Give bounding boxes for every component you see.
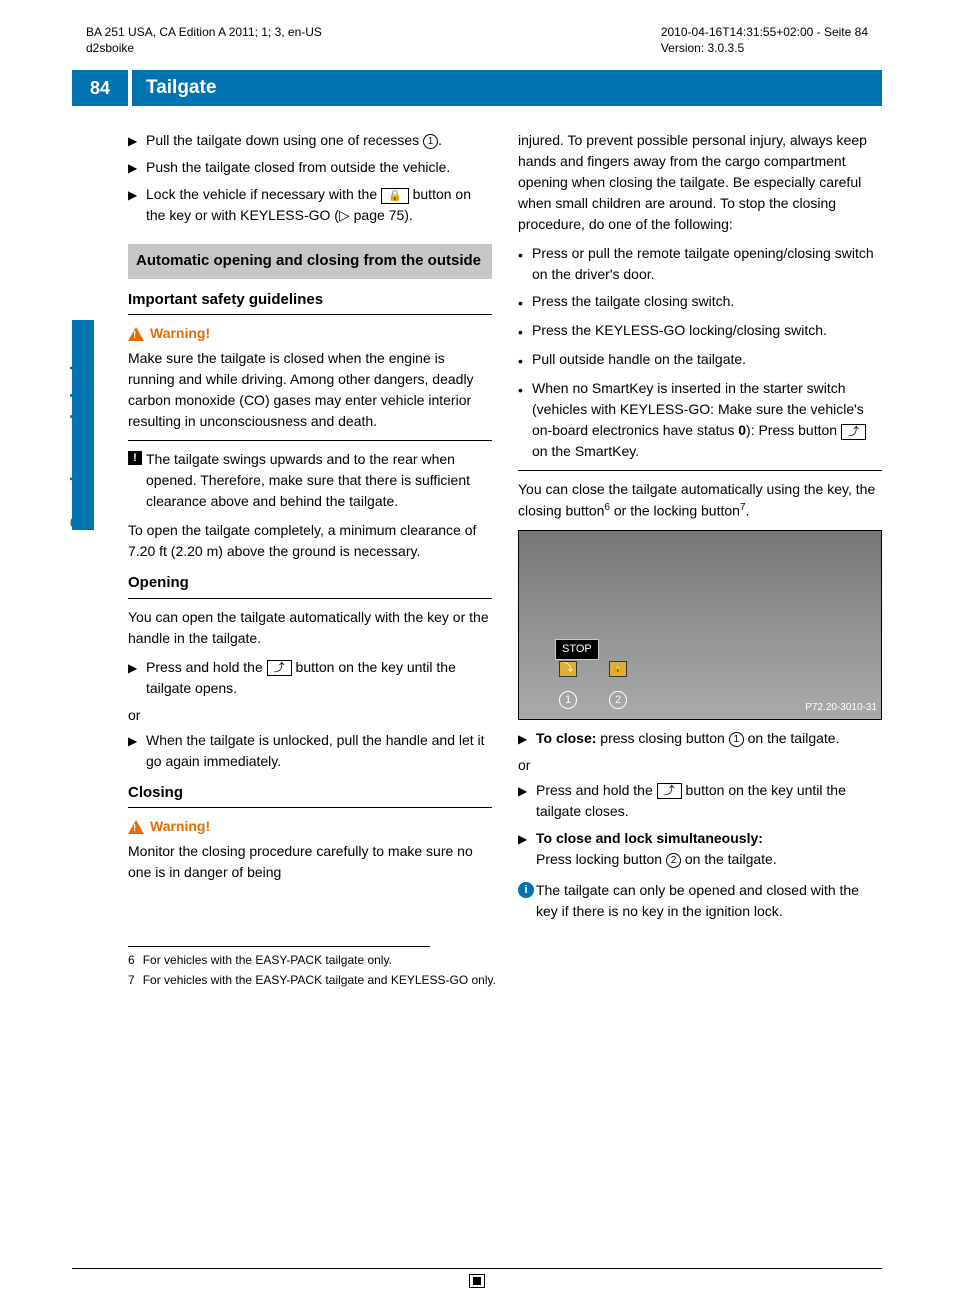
figure-callout-1: 1 [559,691,577,709]
sub-heading: Opening [128,572,492,599]
triangle-bullet-icon: ▶ [128,184,146,226]
page-mark-icon [469,1274,485,1288]
footnote-text: For vehicles with the EASY-PACK tailgate… [143,951,392,969]
exclamation-note: ! The tailgate swings upwards and to the… [128,449,492,512]
triangle-bullet-icon: ▶ [128,130,146,151]
paragraph: You can open the tailgate automatically … [128,607,492,649]
section-heading: Automatic opening and closing from the o… [128,244,492,279]
paragraph: injured. To prevent possible personal in… [518,130,882,235]
figure-callout-2: 2 [609,691,627,709]
warning-text: Make sure the tailgate is closed when th… [128,348,492,432]
list-item: ▶ To close: press closing button 1 on th… [518,728,882,749]
list-item: ▶ Pull the tailgate down using one of re… [128,130,492,151]
triangle-bullet-icon: ▶ [128,657,146,699]
warning-text: Monitor the closing procedure carefully … [128,841,492,883]
tailgate-figure: STOP ⤵ 🔒 1 2 P72.20-3010-31 [518,530,882,720]
list-item: ▶ Push the tailgate closed from outside … [128,157,492,178]
list-item: •Press the KEYLESS-GO locking/closing sw… [518,320,882,343]
footnote-num: 7 [128,971,135,989]
tailgate-icon: ⤴ [841,424,866,440]
dot-bullet-icon: • [518,243,532,285]
meta-right-1: 2010-04-16T14:31:55+02:00 - Seite 84 [661,24,868,40]
callout-2-icon: 2 [666,853,681,868]
or-text: or [518,755,882,776]
doc-meta: BA 251 USA, CA Edition A 2011; 1; 3, en-… [0,0,954,70]
warning-label: Warning! [150,323,210,344]
callout-1-icon: 1 [423,134,438,149]
list-item: •When no SmartKey is inserted in the sta… [518,378,882,462]
list-item: ▶ Press and hold the ⤴ button on the key… [518,780,882,822]
dot-bullet-icon: • [518,378,532,462]
warning-label: Warning! [150,816,210,837]
paragraph: To open the tailgate completely, a minim… [128,520,492,562]
page-title: Tailgate [132,70,882,106]
divider [518,470,882,471]
footnotes: 6 For vehicles with the EASY-PACK tailgat… [0,938,954,989]
footnote-text: For vehicles with the EASY-PACK tailgate… [143,971,496,989]
lock-icon: 🔒 [381,188,409,204]
list-item: •Pull outside handle on the tailgate. [518,349,882,372]
triangle-bullet-icon: ▶ [518,828,536,870]
figure-ref: P72.20-3010-31 [805,700,877,715]
callout-1-icon: 1 [729,732,744,747]
figure-button-1: ⤵ [559,661,577,677]
footnote-num: 6 [128,951,135,969]
page-number: 84 [72,70,128,106]
side-label: Opening and closing [65,320,94,530]
warning-triangle-icon [128,327,144,341]
info-note: i The tailgate can only be opened and cl… [518,880,882,922]
triangle-bullet-icon: ▶ [128,157,146,178]
left-column: ▶ Pull the tailgate down using one of re… [128,130,492,930]
tailgate-icon: ⤴ [657,783,682,799]
meta-left-2: d2sboike [86,40,322,56]
dot-bullet-icon: • [518,291,532,314]
tailgate-icon: ⤴ [267,660,292,676]
warning-header: Warning! [128,816,492,837]
dot-bullet-icon: • [518,320,532,343]
list-item: •Press the tailgate closing switch. [518,291,882,314]
or-text: or [128,705,492,726]
list-item: ▶ To close and lock simultaneously:Press… [518,828,882,870]
list-item: ▶ Lock the vehicle if necessary with the… [128,184,492,226]
page-edge-divider [72,1268,882,1269]
meta-right-2: Version: 3.0.3.5 [661,40,868,56]
dot-bullet-icon: • [518,349,532,372]
triangle-bullet-icon: ▶ [128,730,146,772]
list-item: ▶ When the tailgate is unlocked, pull th… [128,730,492,772]
figure-stop-label: STOP [555,639,599,660]
info-icon: i [518,882,534,898]
triangle-bullet-icon: ▶ [518,728,536,749]
meta-left-1: BA 251 USA, CA Edition A 2011; 1; 3, en-… [86,24,322,40]
sub-heading: Closing [128,782,492,809]
list-item: •Press or pull the remote tailgate openi… [518,243,882,285]
right-column: injured. To prevent possible personal in… [518,130,882,930]
list-item: ▶ Press and hold the ⤴ button on the key… [128,657,492,699]
exclamation-icon: ! [128,451,142,465]
page-header: 84 Tailgate [0,70,954,106]
warning-triangle-icon [128,820,144,834]
triangle-bullet-icon: ▶ [518,780,536,822]
divider [128,440,492,441]
figure-button-2: 🔒 [609,661,627,677]
warning-header: Warning! [128,323,492,344]
paragraph: You can close the tailgate automatically… [518,479,882,522]
sub-heading: Important safety guidelines [128,289,492,316]
